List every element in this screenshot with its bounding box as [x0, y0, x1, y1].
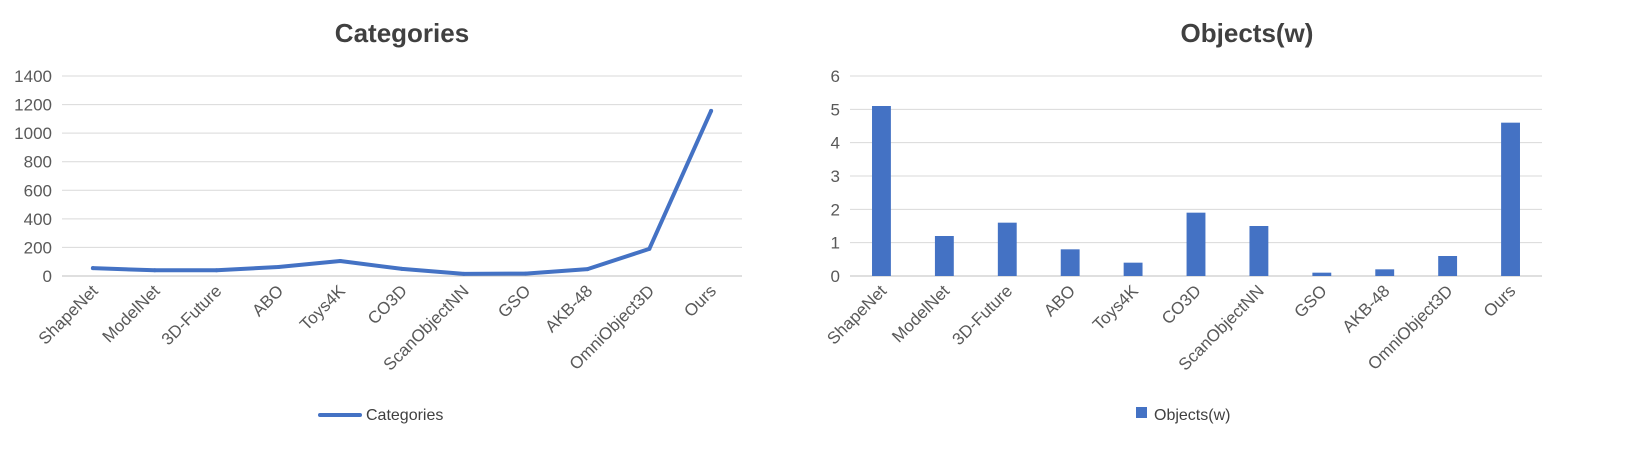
bar	[1186, 212, 1206, 276]
data-point	[276, 265, 281, 269]
bar	[1375, 269, 1395, 276]
x-tick-label: GSO	[1290, 281, 1330, 321]
y-tick-label: 400	[24, 210, 52, 229]
x-tick-label: Toys4K	[1089, 281, 1142, 334]
data-point	[647, 246, 652, 251]
legend: Categories	[318, 407, 443, 424]
y-tick-label: 800	[24, 153, 52, 172]
x-tick-label: CO3D	[364, 281, 411, 328]
x-tick-label: Toys4K	[296, 281, 349, 334]
y-tick-label: 1400	[14, 67, 52, 86]
y-tick-label: 5	[831, 100, 840, 119]
bar	[934, 236, 954, 276]
legend-bar-swatch	[1136, 407, 1147, 418]
x-tick-label: ABO	[248, 281, 287, 320]
bar	[1249, 226, 1269, 276]
data-point	[90, 266, 95, 271]
legend-label: Categories	[366, 407, 443, 424]
bar	[872, 106, 891, 276]
x-tick-label: GSO	[494, 281, 534, 321]
y-tick-label: 3	[831, 167, 840, 186]
bar	[1438, 256, 1458, 276]
data-point	[709, 108, 714, 113]
x-tick-label: ShapeNet	[823, 281, 890, 348]
x-tick-label: AKB-48	[541, 281, 596, 336]
data-point	[338, 259, 343, 263]
x-tick-label: ModelNet	[888, 281, 953, 346]
y-tick-label: 1200	[14, 96, 52, 115]
x-tick-label: Ours	[680, 281, 719, 320]
right-chart-title: Objects(w)	[1181, 18, 1314, 48]
y-tick-label: 0	[831, 267, 840, 286]
bar	[1501, 122, 1520, 277]
data-point	[152, 268, 157, 273]
y-tick-label: 200	[24, 238, 52, 257]
x-tick-label: CO3D	[1158, 281, 1205, 328]
bar	[997, 222, 1017, 276]
legend: Objects(w)	[1136, 407, 1230, 424]
y-tick-label: 1000	[14, 124, 52, 143]
data-point	[400, 266, 404, 271]
data-point	[461, 271, 466, 276]
y-tick-label: 0	[43, 267, 52, 286]
categories-line-chart: 0 200 400 600 800 1000 1200 1400 ShapeNetModelNe…	[14, 67, 742, 424]
y-tick-label: 4	[831, 134, 840, 153]
x-tick-label: 3D-Future	[949, 281, 1017, 349]
data-point	[523, 271, 528, 276]
x-tick-label: ModelNet	[99, 281, 164, 346]
data-point	[585, 267, 590, 272]
x-tick-label: AKB-48	[1339, 281, 1394, 336]
y-tick-label: 1	[831, 234, 840, 253]
y-tick-label: 6	[831, 67, 840, 86]
data-point	[214, 268, 219, 273]
y-tick-label: 600	[24, 181, 52, 200]
left-chart-title: Categories	[335, 18, 469, 48]
x-tick-label: Ours	[1480, 281, 1519, 320]
bar	[1060, 249, 1080, 276]
bar	[1312, 272, 1332, 276]
y-tick-label: 2	[831, 200, 840, 219]
legend-label: Objects(w)	[1154, 407, 1230, 424]
x-tick-label: 3D-Future	[158, 281, 226, 349]
x-tick-label: ABO	[1040, 281, 1079, 320]
bar	[1123, 262, 1143, 276]
x-tick-label: ShapeNet	[35, 281, 102, 348]
series-line	[90, 108, 714, 276]
